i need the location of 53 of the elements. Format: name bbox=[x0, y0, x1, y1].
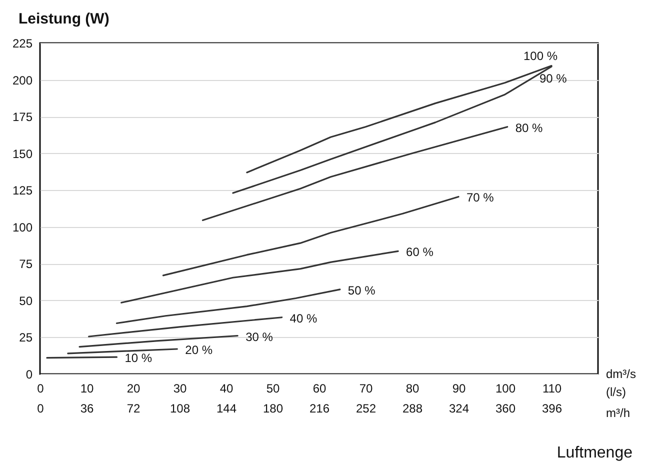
y-tick-label: 100 bbox=[12, 220, 33, 234]
x-tick-label: 10 bbox=[80, 382, 94, 396]
x2-tick-label: 324 bbox=[448, 402, 470, 416]
x2-tick-label: 180 bbox=[262, 402, 284, 416]
y-tick-label: 150 bbox=[12, 146, 33, 161]
series-label: 10 % bbox=[124, 351, 152, 366]
y-axis-title: Leistung (W) bbox=[18, 10, 110, 28]
y-tick-label: 125 bbox=[12, 184, 33, 198]
x2-tick-label: 0 bbox=[37, 402, 44, 416]
x2-tick-label: 72 bbox=[126, 402, 140, 416]
x2-tick-label: 144 bbox=[216, 402, 237, 416]
text: dm³/s bbox=[606, 367, 636, 381]
x2-tick-label: 108 bbox=[170, 402, 190, 416]
x-tick-label: 80 bbox=[406, 382, 420, 396]
series-label: 80 % bbox=[515, 120, 544, 135]
text: (l/s) bbox=[606, 385, 626, 399]
x-tick-label: 0 bbox=[37, 382, 44, 396]
series-label: 20 % bbox=[185, 342, 213, 357]
line-series bbox=[120, 250, 399, 304]
y-tick-label: 50 bbox=[19, 294, 33, 308]
series-label: 50 % bbox=[348, 283, 376, 298]
line-series bbox=[162, 196, 460, 276]
series-label: 60 % bbox=[406, 245, 434, 260]
y-tick-label: 75 bbox=[19, 257, 33, 272]
x2-axis-title: m³/h bbox=[606, 406, 630, 420]
x-tick-label: 90 bbox=[452, 382, 466, 396]
series-label: 70 % bbox=[466, 190, 494, 205]
y-tick-label: 0 bbox=[26, 368, 33, 382]
x2-tick-label: 252 bbox=[356, 402, 376, 416]
x-axis-title: Luftmenge bbox=[556, 444, 633, 462]
y-tick-label: 200 bbox=[12, 73, 33, 88]
x-tick-label: 70 bbox=[359, 382, 373, 396]
line-series bbox=[202, 126, 508, 222]
series-label: 30 % bbox=[246, 330, 274, 344]
x-tick-label: 100 bbox=[495, 382, 516, 396]
x-tick-label: 110 bbox=[542, 382, 562, 396]
y-tick-label: 175 bbox=[12, 110, 33, 124]
y-tick-label: 225 bbox=[12, 36, 33, 50]
x-tick-label: 60 bbox=[312, 382, 326, 396]
y-tick-label: 25 bbox=[19, 330, 33, 345]
x-tick-label: 20 bbox=[126, 382, 140, 396]
x2-tick-label: 36 bbox=[80, 402, 94, 416]
series-label: 40 % bbox=[290, 311, 318, 326]
x2-tick-label: 288 bbox=[402, 402, 423, 416]
x-tick-label: 40 bbox=[220, 382, 234, 396]
series-label: 100 % bbox=[523, 48, 558, 63]
x2-tick-label: 216 bbox=[309, 402, 330, 416]
x-tick-label: 50 bbox=[266, 382, 280, 396]
line-series bbox=[116, 288, 341, 324]
x2-tick-label: 360 bbox=[495, 402, 516, 416]
x-tick-label: 30 bbox=[173, 382, 187, 396]
x2-tick-label: 396 bbox=[542, 402, 562, 416]
series-label: 90 % bbox=[540, 72, 568, 86]
